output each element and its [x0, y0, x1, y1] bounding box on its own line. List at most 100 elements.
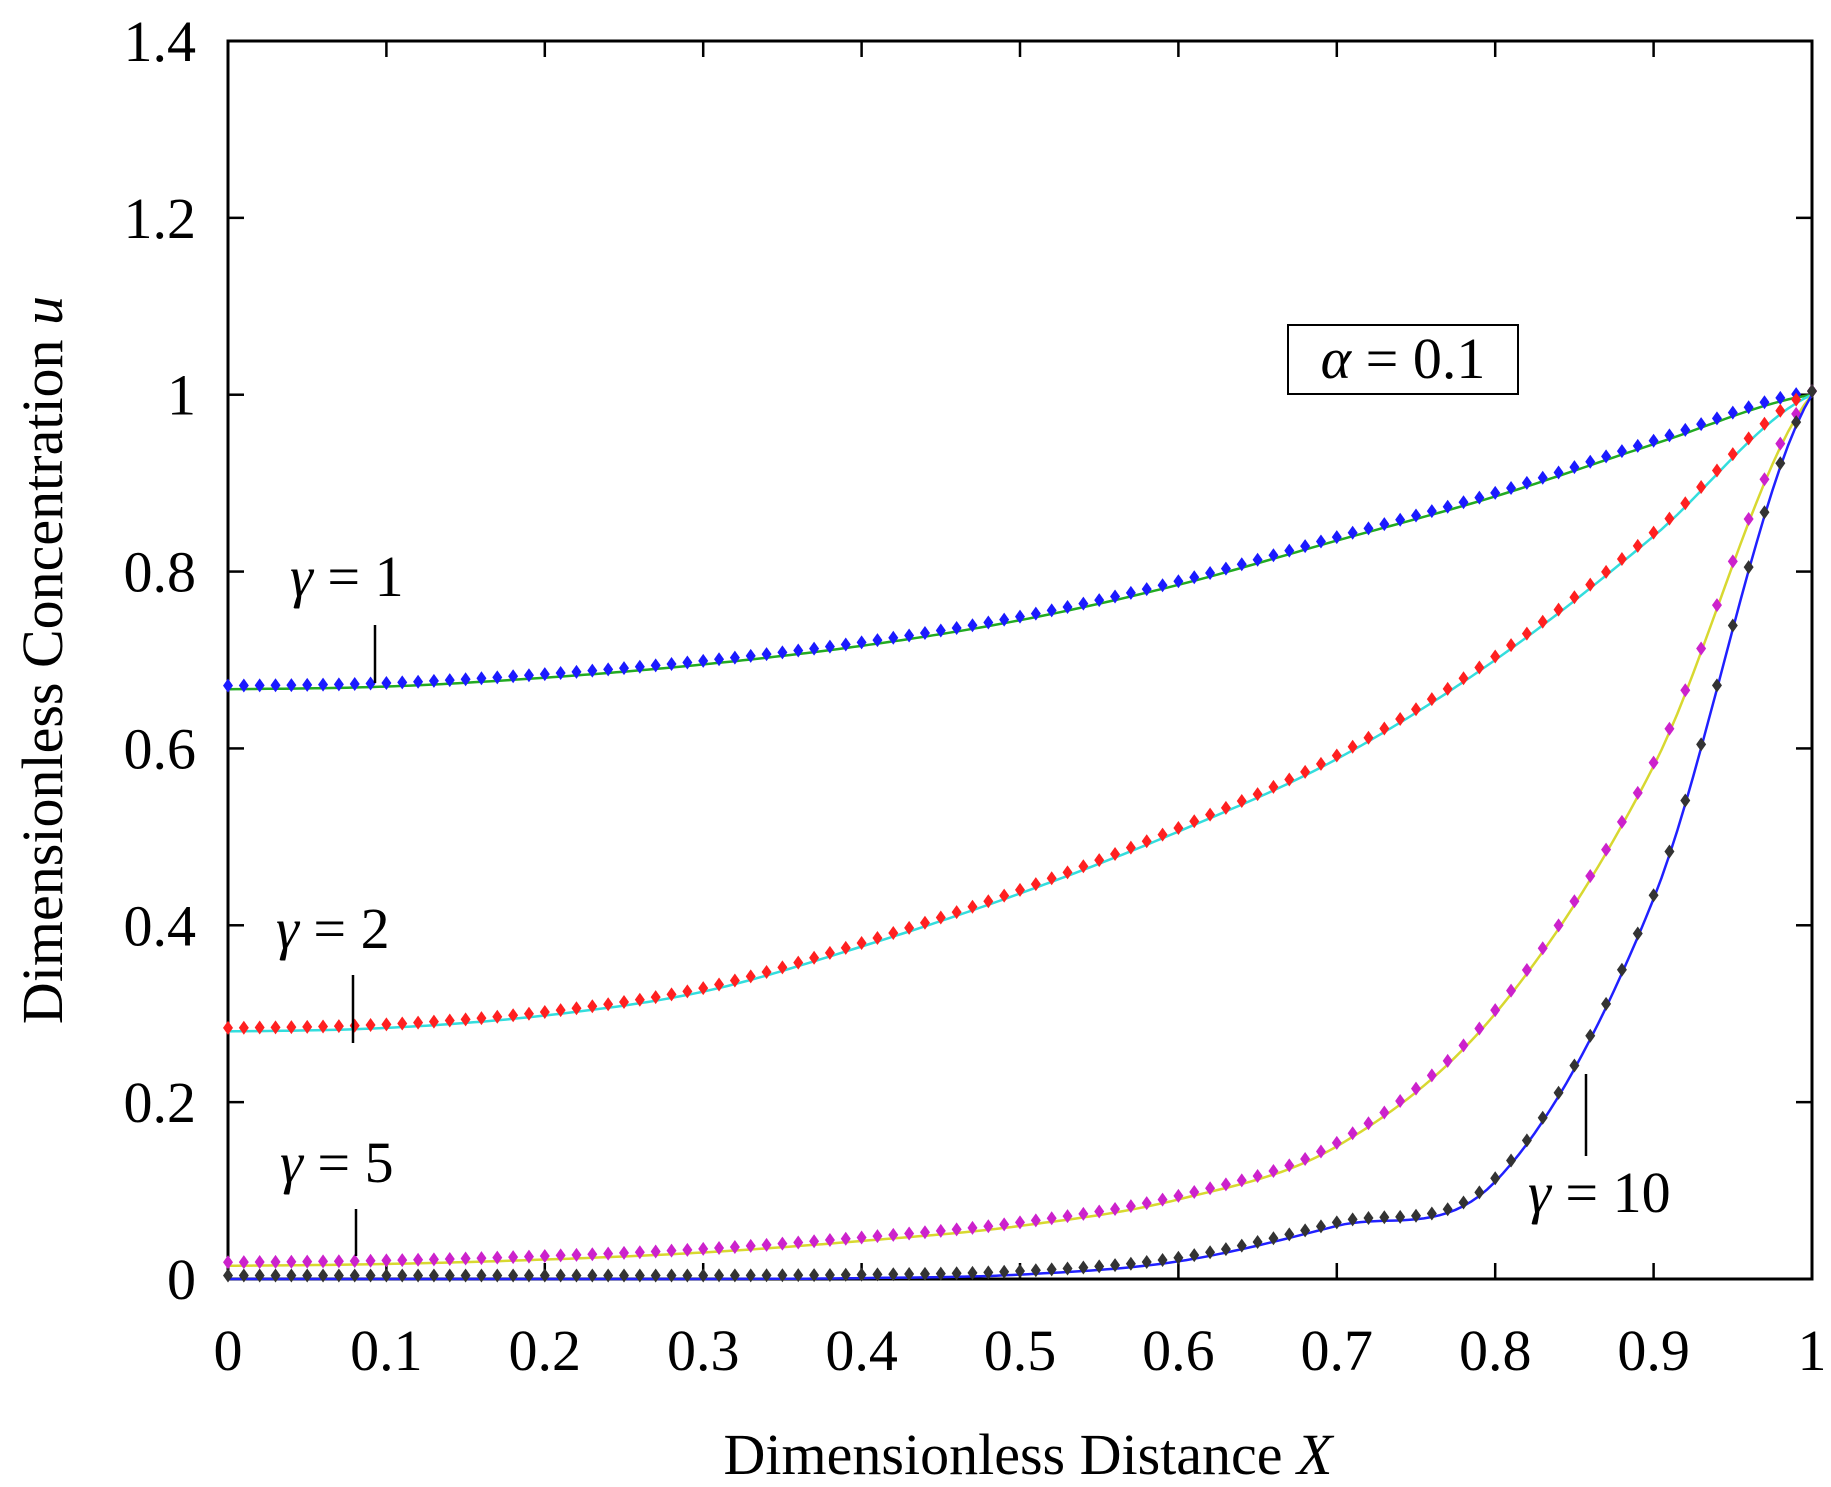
data-point — [824, 945, 835, 960]
data-point — [1601, 564, 1612, 579]
data-point — [238, 1020, 249, 1035]
data-point — [983, 1265, 994, 1280]
data-point — [603, 1246, 614, 1261]
alpha-annotation: α = 0.1 — [1287, 324, 1519, 395]
data-point — [1553, 602, 1564, 617]
data-point — [1775, 436, 1786, 451]
data-point — [666, 1243, 677, 1258]
axis-ticks: 0 0.1 0.2 0.3 0.4 0.5 0.6 0.7 0.8 0.9 1 0 0.2 0.4 0.6 0… — [124, 9, 1827, 1383]
data-point — [824, 1267, 835, 1282]
data-point — [254, 678, 265, 693]
data-point — [318, 1254, 329, 1269]
data-point — [492, 1250, 503, 1265]
data-point — [1062, 865, 1073, 880]
data-point — [1743, 400, 1754, 415]
data-point — [999, 888, 1010, 903]
data-point — [1173, 1250, 1184, 1265]
data-point — [413, 1015, 424, 1030]
y-tick-label: 0 — [167, 1247, 196, 1312]
data-point — [365, 1268, 376, 1283]
data-point — [523, 1006, 534, 1021]
data-point — [1521, 1133, 1532, 1148]
data-point — [587, 999, 598, 1014]
data-point — [476, 671, 487, 686]
data-point — [1648, 525, 1659, 540]
data-point — [714, 1268, 725, 1283]
data-point — [1506, 1153, 1517, 1168]
data-point — [634, 1245, 645, 1260]
data-point — [951, 905, 962, 920]
data-point — [1711, 463, 1722, 478]
data-point — [1220, 1242, 1231, 1257]
data-point — [714, 1240, 725, 1255]
data-point — [809, 641, 820, 656]
data-point — [333, 1268, 344, 1283]
data-point — [1490, 485, 1501, 500]
data-point — [904, 920, 915, 935]
data-point — [1569, 460, 1580, 475]
data-point — [1125, 1199, 1136, 1214]
data-point — [666, 987, 677, 1002]
data-point — [1331, 1135, 1342, 1150]
data-point — [1157, 827, 1168, 842]
data-point — [1521, 962, 1532, 977]
data-point — [349, 676, 360, 691]
data-point — [1141, 1196, 1152, 1211]
data-point — [682, 655, 693, 670]
data-point — [1711, 678, 1722, 693]
data-point — [761, 1268, 772, 1283]
data-point — [634, 659, 645, 674]
data-point — [1506, 638, 1517, 653]
data-point — [1094, 853, 1105, 868]
data-point — [1363, 730, 1374, 745]
data-point — [824, 639, 835, 654]
data-point — [1759, 395, 1770, 410]
data-point — [318, 1268, 329, 1283]
data-point — [539, 1004, 550, 1019]
data-point — [523, 668, 534, 683]
data-point — [634, 1268, 645, 1283]
data-point — [365, 676, 376, 691]
data-point — [539, 1268, 550, 1283]
data-point — [1759, 472, 1770, 487]
data-point — [967, 899, 978, 914]
data-point — [397, 675, 408, 690]
data-point — [1379, 721, 1390, 736]
data-point — [428, 1252, 439, 1267]
x-tick-label: 0.2 — [509, 1318, 582, 1383]
data-point — [1157, 1192, 1168, 1207]
data-point — [1363, 1210, 1374, 1225]
data-point — [1569, 590, 1580, 605]
data-point — [1395, 1209, 1406, 1224]
data-point — [223, 1020, 233, 1035]
data-point — [1315, 534, 1326, 549]
data-point — [1205, 566, 1216, 581]
data-point — [1094, 1204, 1105, 1219]
data-point — [1363, 1116, 1374, 1131]
data-point — [856, 1267, 867, 1282]
y-tick-label: 1 — [167, 363, 196, 428]
data-point — [318, 677, 329, 692]
data-point — [365, 1253, 376, 1268]
data-point — [1474, 660, 1485, 675]
data-point — [1458, 1195, 1469, 1210]
data-point — [1094, 1259, 1105, 1274]
series-group — [223, 384, 1817, 1283]
data-point — [650, 658, 661, 673]
x-tick-label: 0.6 — [1142, 1318, 1215, 1383]
data-point — [1616, 444, 1627, 459]
data-point — [1078, 859, 1089, 874]
data-point — [428, 673, 439, 688]
data-point — [1601, 449, 1612, 464]
data-point — [698, 653, 709, 668]
data-point — [1807, 384, 1817, 399]
data-point — [286, 1268, 297, 1283]
data-point — [919, 1225, 930, 1240]
data-point — [1300, 764, 1311, 779]
data-point — [983, 1219, 994, 1234]
data-point — [1727, 618, 1738, 633]
data-point — [508, 669, 519, 684]
data-point — [761, 1237, 772, 1252]
data-point — [856, 935, 867, 950]
data-point — [1743, 431, 1754, 446]
